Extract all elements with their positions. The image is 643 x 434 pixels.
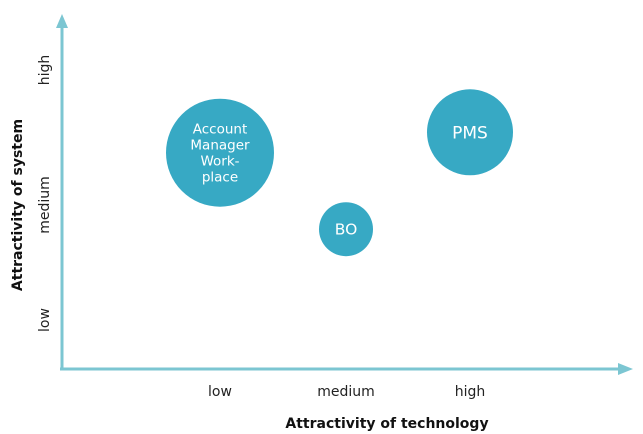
x-tick-label-low: low [208, 384, 232, 400]
bubbles: Account Manager Work-place BO PMS [166, 89, 513, 257]
bubble-label: PMS [452, 123, 488, 143]
bubble-circle [427, 89, 513, 176]
bubble-circle [166, 98, 274, 207]
y-tick-labels: low medium high [37, 55, 53, 332]
bubble-account-manager-work-place: Account Manager Work-place [166, 98, 274, 207]
axes [56, 14, 633, 375]
bubble-pms: PMS [427, 89, 513, 176]
x-axis-title: Attractivity of technology [285, 416, 488, 432]
bubble-circle [319, 202, 373, 257]
x-axis-arrow [618, 363, 633, 375]
bubble-bo: BO [319, 202, 373, 257]
bubble-label: Account Manager Work-place [190, 121, 250, 185]
y-tick-label-low: low [37, 308, 53, 332]
y-axis-title: Attractivity of system [10, 119, 26, 291]
x-tick-labels: low medium high [208, 384, 485, 400]
y-axis-arrow [56, 14, 68, 28]
y-tick-label-medium: medium [37, 176, 53, 234]
bubble-label: BO [335, 221, 358, 239]
y-tick-label-high: high [37, 55, 53, 86]
x-tick-label-high: high [455, 384, 486, 400]
x-tick-label-medium: medium [317, 384, 375, 400]
